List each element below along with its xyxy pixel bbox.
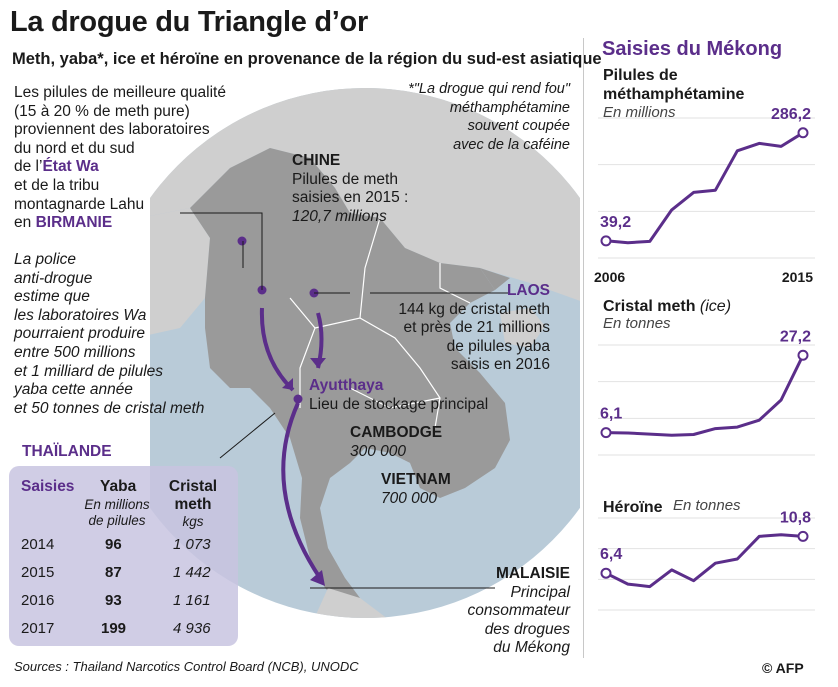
seizures-table: Saisies Yaba En millions de pilules Cris… — [9, 466, 238, 646]
thailand-label: THAÏLANDE — [22, 443, 112, 460]
arrow-head-2 — [310, 358, 326, 368]
x-end-label: 2015 — [782, 269, 813, 285]
chart1-unit: En millions — [603, 104, 676, 121]
chart3-unit: En tonnes — [673, 497, 741, 514]
series-line — [605, 533, 804, 589]
start-point — [600, 235, 612, 247]
table-cell-year: 2017 — [21, 620, 55, 637]
line-charts: 39,2 286,2 2006 2015 6,1 27,2 6,4 10,8 — [594, 106, 815, 611]
page-subtitle: Meth, yaba*, ice et héroïne en provenanc… — [12, 50, 602, 68]
start-point — [600, 427, 612, 439]
cambodia-label: CAMBODGE 300 000 — [350, 424, 443, 460]
table-cell-yaba: 96 — [105, 536, 122, 553]
chart2-unit: En tonnes — [603, 315, 671, 332]
table-header-crystal: Cristal meth — [168, 478, 218, 513]
table-cell-yaba: 199 — [101, 620, 127, 637]
mekong-map — [150, 88, 580, 618]
afp-credit: © AFP — [762, 660, 804, 676]
note-line: Les pilules de meilleure qualité — [14, 84, 226, 101]
table-header-yaba: Yaba — [100, 478, 137, 495]
chart2-title: Cristal meth (ice) — [603, 298, 732, 315]
start-value-label: 39,2 — [600, 214, 631, 231]
table-header-seizures: Saisies — [21, 478, 75, 495]
table-cell-year: 2014 — [21, 536, 55, 553]
vietnam-label: VIETNAM 700 000 — [381, 471, 451, 507]
x-start-label: 2006 — [594, 269, 625, 285]
end-value-label: 27,2 — [780, 328, 811, 345]
wa-state-label: État Wa — [42, 158, 99, 176]
table-cell-yaba: 93 — [105, 592, 122, 609]
sources-note: Sources : Thailand Narcotics Control Boa… — [14, 659, 359, 674]
note-line: du nord et du sud — [14, 139, 135, 157]
end-point — [797, 530, 809, 542]
table-cell-year: 2016 — [21, 592, 55, 609]
table-cell-crystal: 1 073 — [173, 536, 211, 553]
china-label: CHINE Pilules de meth saisies en 2015 : … — [292, 152, 409, 225]
ayutthaya-label: Ayutthaya Lieu de stockage principal — [309, 377, 489, 413]
table-sub-yaba: En millions de pilules — [84, 497, 150, 528]
series-line — [605, 131, 804, 245]
table-cell-crystal: 1 161 — [173, 592, 211, 609]
table-cell-crystal: 4 936 — [173, 620, 211, 637]
right-panel-title: Saisies du Mékong — [602, 38, 783, 60]
wa-labs-note: Les pilules de meilleure qualité (15 à 2… — [14, 84, 226, 233]
end-point — [797, 349, 809, 361]
end-point — [797, 127, 809, 139]
note-line: en BIRMANIE — [14, 214, 113, 232]
end-value-label: 10,8 — [780, 509, 811, 526]
start-value-label: 6,4 — [600, 546, 622, 563]
chart1-title: Pilules de méthamphétamine — [603, 67, 745, 103]
panel-divider — [583, 38, 584, 658]
table-cell-yaba: 87 — [105, 564, 122, 581]
table-sub-crystal: kgs — [182, 514, 204, 529]
end-value-label: 286,2 — [771, 106, 811, 123]
yaba-footnote: *"La drogue qui rend fou" méthamphétamin… — [408, 81, 570, 153]
arrow-head-3 — [310, 570, 325, 586]
table-cell-crystal: 1 442 — [173, 564, 211, 581]
india-land — [150, 208, 210, 348]
police-estimate-note: La police anti-drogue estime que les lab… — [14, 251, 205, 417]
arrow-north-ayutthaya — [259, 307, 295, 392]
chart3-title: Héroïne — [603, 499, 663, 516]
burma-label: BIRMANIE — [35, 214, 113, 232]
table-cell-year: 2015 — [21, 564, 55, 581]
top-rule — [0, 0, 838, 3]
note-line: proviennent des laboratoires — [14, 121, 210, 139]
hainan-land — [500, 308, 545, 348]
malaysia-land — [300, 588, 420, 618]
arrow-to-malaysia — [281, 402, 322, 580]
laos-label: LAOS 144 kg de cristal meth et près de 2… — [398, 282, 550, 373]
start-point — [600, 567, 612, 579]
note-line: (15 à 20 % de meth pure) — [14, 102, 190, 120]
malaysia-label: MALAISIE Principal consommateur des drog… — [467, 565, 570, 656]
note-line: et de la tribu — [14, 176, 100, 194]
mekong-countries-land — [190, 148, 510, 613]
ayutthaya-dot — [293, 394, 303, 404]
series-line — [605, 354, 805, 437]
note-line: de l’État Wa — [14, 158, 99, 176]
page-title: La drogue du Triangle d’or — [10, 6, 368, 38]
wa-north-dot — [237, 236, 247, 246]
start-value-label: 6,1 — [600, 406, 622, 423]
note-line: montagnarde Lahu — [14, 195, 145, 213]
arrow-head-1 — [282, 378, 293, 390]
